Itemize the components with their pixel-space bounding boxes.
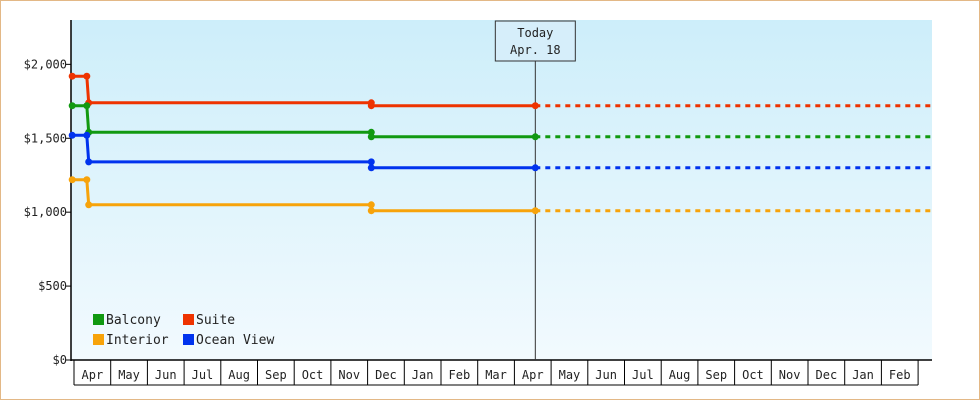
y-tick-label: $0 [53,353,67,367]
month-label: Oct [302,368,324,382]
legend-label: Balcony [106,313,161,328]
month-label: Jan [852,368,874,382]
legend-swatch [93,334,104,345]
month-label: May [118,368,140,382]
month-label: Nov [779,368,801,382]
month-label: Jul [632,368,654,382]
y-tick-label: $500 [38,279,67,293]
legend-label: Ocean View [196,333,274,348]
series-interior [68,176,933,215]
data-point [68,131,76,139]
legend-label: Suite [196,313,235,328]
month-label: Apr [522,368,544,382]
month-label: Dec [816,368,838,382]
data-point [367,158,375,166]
data-point [367,207,375,215]
data-point [367,164,375,172]
series-balcony [68,102,933,141]
today-label: Today [517,26,553,40]
data-point [83,131,91,139]
month-label: Feb [889,368,911,382]
month-label: Feb [449,368,471,382]
data-point [68,176,76,184]
y-tick-label: $2,000 [24,57,67,71]
data-point [85,201,93,209]
month-label: Jul [192,368,214,382]
data-point [367,201,375,209]
month-label: Sep [265,368,287,382]
month-label: May [559,368,581,382]
data-point [83,102,91,110]
data-point [68,72,76,80]
data-point [85,158,93,166]
data-point [531,102,539,110]
data-point [531,164,539,172]
month-label: Sep [705,368,727,382]
month-label: Jun [595,368,617,382]
plot-background [71,20,932,360]
month-label: Jan [412,368,434,382]
month-label: Mar [485,368,507,382]
y-tick-label: $1,000 [24,205,67,219]
month-label: Oct [742,368,764,382]
data-point [83,72,91,80]
legend-label: Interior [106,333,169,348]
month-label: Jun [155,368,177,382]
y-axis: $0 $500 $1,000 $1,500 $2,000 [24,20,72,367]
legend-swatch [183,334,194,345]
legend-swatch [183,314,194,325]
month-label: Dec [375,368,397,382]
data-point [531,207,539,215]
series-ocean-view [68,131,933,172]
month-label: Apr [82,368,104,382]
data-point [531,133,539,141]
legend-swatch [93,314,104,325]
series-suite [68,72,933,110]
x-axis: Apr May Jun Jul Aug Sep Oct Nov Dec Jan Feb Mar Apr M… [71,359,932,386]
today-date-label: Apr. 18 [510,43,561,57]
data-point [367,133,375,141]
y-tick-label: $1,500 [24,131,67,145]
month-label: Aug [669,368,691,382]
month-label: Nov [338,368,360,382]
data-point [83,176,91,184]
series-lines [68,72,933,215]
data-point [367,102,375,110]
legend: Balcony Suite Interior Ocean View [93,313,274,348]
month-label: Aug [228,368,250,382]
today-callout-box [494,20,576,62]
data-point [68,102,76,110]
